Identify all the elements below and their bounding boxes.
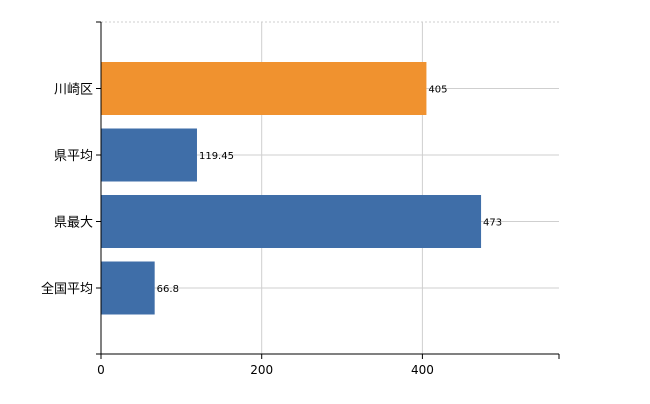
category-label: 県最大: [54, 216, 93, 231]
bar: [101, 128, 197, 182]
category-label: 県平均: [54, 149, 93, 164]
data-label: 473: [483, 218, 502, 229]
label-layer: 405 川崎区 119.45 県平均 473 県最大 66.8 全国平均 0 200 400: [41, 83, 502, 378]
category-label: 全国平均: [41, 281, 93, 297]
bar: [101, 195, 482, 248]
data-label: 119.45: [199, 151, 234, 162]
bar: [101, 62, 427, 115]
axis-layer: [96, 21, 560, 359]
x-tick-label: 200: [250, 363, 273, 377]
x-tick-label: 0: [97, 363, 105, 377]
bar-layer: [101, 62, 482, 315]
data-label: 66.8: [157, 284, 179, 295]
category-label: 川崎区: [54, 83, 93, 98]
data-label: 405: [428, 85, 447, 96]
bar: [101, 261, 155, 315]
x-tick-label: 400: [411, 363, 434, 377]
